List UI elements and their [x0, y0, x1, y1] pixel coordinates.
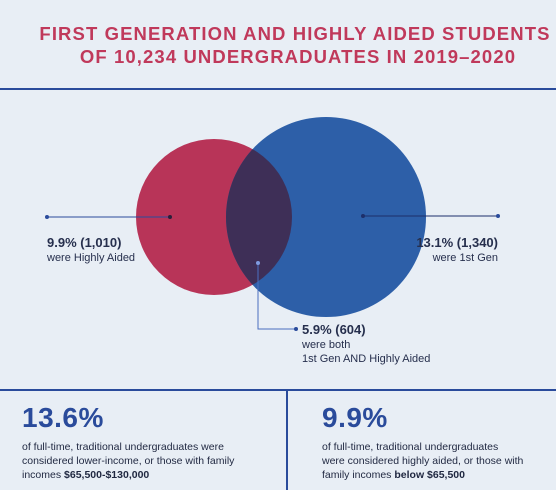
lower-income-range: $65,500-$130,000	[64, 469, 150, 481]
highly-aided-stat: 9.9%	[322, 402, 388, 433]
lower-income-text-2: considered lower-income, or those with f…	[22, 455, 235, 467]
highly-aided-text-2: were considered highly aided, or those w…	[322, 455, 524, 467]
both-caption-line-1: were both	[302, 339, 351, 351]
bottom-divider	[0, 389, 556, 391]
highly-aided-leader-dot-inner	[168, 215, 172, 219]
first-gen-leader-dot-inner	[361, 214, 365, 218]
both-value: 5.9% (604)	[302, 322, 366, 337]
highly-aided-text-1: of full-time, traditional undergraduates	[322, 441, 499, 453]
highly-aided-threshold: below $65,500	[394, 469, 465, 481]
first-gen-caption: were 1st Gen	[432, 252, 498, 264]
first-gen-label: 13.1% (1,340) were 1st Gen	[416, 235, 498, 265]
lower-income-text-3-prefix: incomes	[22, 469, 65, 481]
highly-aided-text-3-prefix: family incomes	[322, 469, 395, 481]
lower-income-description: of full-time, traditional undergraduates…	[22, 440, 280, 482]
first-gen-leader-dot-outer	[496, 214, 500, 218]
title-line-1: FIRST GENERATION AND HIGHLY AIDED STUDEN…	[39, 23, 551, 44]
page-title: FIRST GENERATION AND HIGHLY AIDED STUDEN…	[0, 22, 556, 68]
highly-aided-label: 9.9% (1,010) were Highly Aided	[47, 235, 135, 265]
highly-aided-value: 9.9% (1,010)	[47, 235, 122, 250]
first-gen-circle	[226, 117, 426, 317]
venn-diagram	[45, 117, 500, 331]
highly-aided-description: of full-time, traditional undergraduates…	[322, 440, 552, 482]
highly-aided-caption: were Highly Aided	[47, 252, 136, 264]
both-label: 5.9% (604) were both 1st Gen AND Highly …	[302, 322, 430, 366]
both-leader-dot-inner	[256, 261, 260, 265]
both-leader-line	[257, 263, 296, 330]
highly-aided-leader-dot-outer	[45, 215, 49, 219]
both-caption-line-2: 1st Gen AND Highly Aided	[302, 353, 431, 365]
lower-income-text-3: incomes $65,500-$130,000	[22, 468, 280, 482]
lower-income-stat: 13.6%	[22, 402, 104, 433]
stats-divider	[286, 391, 288, 490]
first-gen-value: 13.1% (1,340)	[416, 235, 498, 250]
top-divider	[0, 88, 556, 90]
lower-income-text-1: of full-time, traditional undergraduates…	[22, 441, 224, 453]
title-line-2: OF 10,234 UNDERGRADUATES IN 2019–2020	[79, 46, 517, 67]
both-leader-dot-outer	[294, 327, 298, 331]
highly-aided-text-3: family incomes below $65,500	[322, 468, 552, 482]
